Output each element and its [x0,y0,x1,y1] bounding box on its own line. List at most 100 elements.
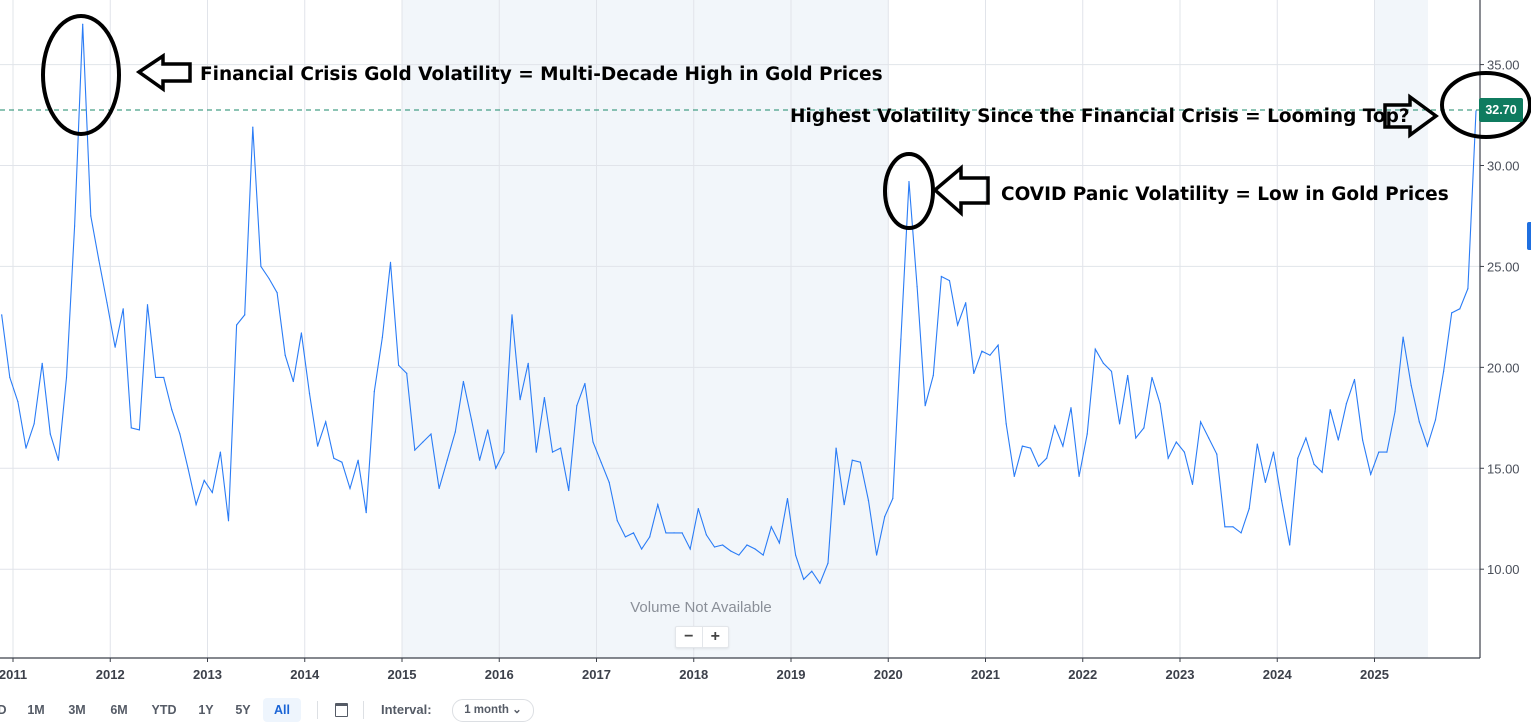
data-point [616,520,618,522]
data-point [827,562,829,564]
data-point [438,487,440,490]
data-point [1021,445,1023,447]
annotation-covid: COVID Panic Volatility = Low in Gold Pri… [1001,184,1449,205]
data-point [365,512,367,514]
data-point [1005,423,1007,425]
data-point [576,405,578,407]
data-point [1272,451,1275,453]
data-point [122,308,124,310]
data-point [268,277,270,280]
y-tick-label: 35.00 [1487,58,1520,73]
data-point [244,314,246,316]
interval-select[interactable]: 1 month ⌄ [452,699,534,722]
data-point [276,292,278,294]
data-point [1159,403,1161,405]
data-point [568,489,570,492]
data-point [1345,403,1347,405]
x-tick-label: 2022 [1068,667,1097,682]
data-point [786,497,789,500]
data-point [681,532,683,534]
x-tick-label: 2015 [388,667,417,682]
data-point [146,304,149,306]
range-button-6m[interactable]: 6M [110,703,128,717]
data-point [1062,445,1064,447]
data-point [940,275,942,278]
annotation-ellipse-financial-crisis [41,14,121,136]
range-button-5y[interactable]: 5Y [235,703,251,717]
data-point [25,447,27,449]
data-point [705,534,708,536]
data-point [98,259,100,261]
data-point [260,265,262,268]
range-button-all[interactable]: All [263,698,301,722]
data-point [584,382,586,385]
calendar-icon[interactable] [335,703,348,717]
range-button-3m[interactable]: 3M [68,703,86,717]
y-tick-label: 25.00 [1487,259,1520,274]
data-point [981,350,983,352]
data-point [1418,421,1420,423]
annotation-ellipse-covid [883,152,935,230]
data-point [446,459,448,461]
data-point [1216,453,1218,455]
data-point [130,427,132,429]
data-point [1191,483,1194,486]
data-point [82,23,84,25]
data-point [1086,433,1088,435]
data-point [1151,376,1153,379]
divider [363,701,364,719]
range-button-ytd[interactable]: YTD [151,703,177,717]
data-point [819,582,821,584]
data-point [179,433,181,435]
data-point [884,516,886,518]
data-point [1135,437,1137,439]
data-point [74,225,76,227]
data-point [430,433,432,435]
data-point [543,397,546,399]
data-point [381,336,384,338]
arrow-right-icon [1383,93,1439,139]
data-point [1305,437,1307,439]
data-point [916,286,918,288]
range-button-1m[interactable]: 1M [27,703,45,717]
data-point [908,181,910,183]
data-point [1224,526,1226,528]
data-point [284,354,286,356]
data-point [1370,473,1372,475]
data-point [1394,411,1396,413]
data-point [341,461,343,463]
data-point [665,532,667,534]
data-point [803,578,805,580]
data-point [997,344,999,346]
x-tick-label: 2025 [1360,667,1389,682]
data-point [1256,443,1258,445]
data-point [195,504,197,506]
data-point [713,546,716,548]
data-point [867,499,870,502]
x-tick-label: 2013 [193,667,222,682]
data-point [762,554,764,556]
data-point [114,346,116,348]
data-point [57,459,60,461]
data-point [487,429,489,431]
zoom-out-button[interactable]: − [676,627,703,647]
arrow-left-icon [135,52,192,93]
data-point [778,542,780,544]
data-point [236,324,238,326]
data-point [398,364,400,366]
side-panel-handle[interactable] [1527,222,1531,250]
data-point [535,451,537,453]
data-point [414,449,416,451]
data-point [632,532,635,534]
data-point [1475,110,1477,112]
range-button-d[interactable]: D [0,703,7,717]
data-point [1127,374,1129,377]
data-point [333,457,335,459]
data-point [1402,336,1404,338]
zoom-in-button[interactable]: + [710,628,720,645]
data-point [454,431,456,433]
data-point [843,504,845,506]
data-point [689,548,691,550]
data-point [227,520,230,522]
range-button-1y[interactable]: 1Y [198,703,214,717]
